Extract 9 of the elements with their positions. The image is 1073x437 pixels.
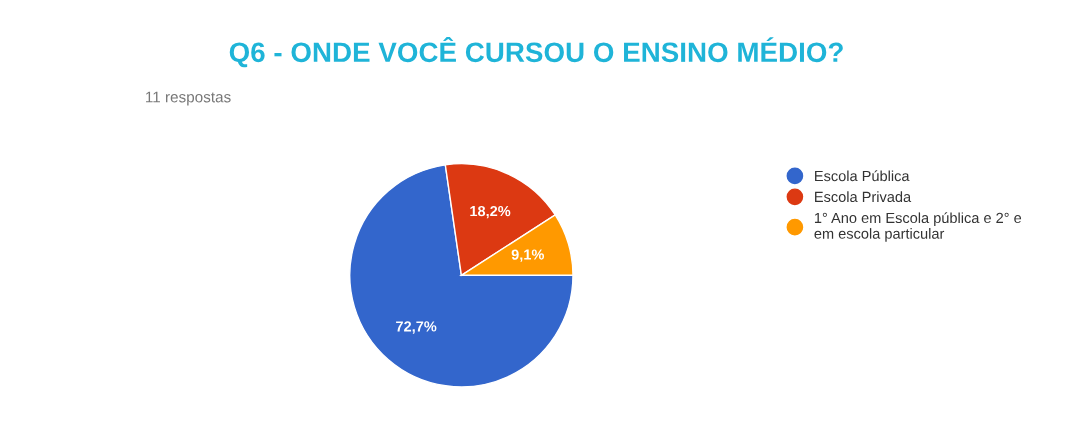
- legend-label: Escola Privada: [815, 191, 912, 203]
- text: 11 respostas: [146, 91, 231, 106]
- pie-slice: [349, 164, 574, 388]
- data-label: 72,7%: [396, 321, 437, 334]
- data-label: 9,1%: [511, 249, 545, 262]
- chart-title: Q6 - ONDE VOCÊ CURSOU O ENSINO MÉDIO?: [229, 36, 843, 68]
- data-label: 18,2%: [470, 205, 511, 219]
- legend-label: Escola Pública: [815, 170, 910, 182]
- legend-label: 1° Ano em Escola pública e 2° e em escola particular: [814, 212, 1022, 242]
